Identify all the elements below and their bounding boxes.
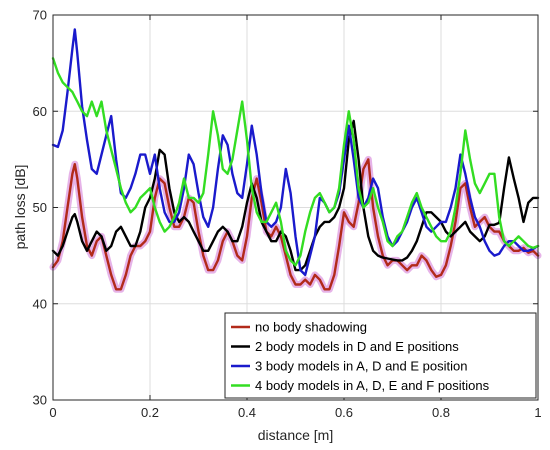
legend: no body shadowing 2 body models in D and … [224,312,537,399]
series-line-4 [51,57,540,267]
x-tick-label: 0.2 [141,405,159,420]
y-tick-label: 50 [33,200,47,215]
x-tick-label: 0.4 [238,405,256,420]
y-axis-label: path loss [dB] [12,165,28,250]
series-line-1 [51,158,540,291]
series-line-3 [51,28,540,277]
y-tick-label: 70 [33,8,47,23]
legend-label-1: no body shadowing [255,320,367,335]
series-line-2 [51,119,540,272]
x-axis-label: distance [m] [258,427,333,443]
y-tick-label: 40 [33,296,47,311]
legend-label-3: 3 body models in A, D and E position [255,359,467,374]
x-tick-label: 1 [534,405,541,420]
legend-label-2: 2 body models in D and E positions [255,339,459,354]
series-lines [51,28,540,291]
x-tick-label: 0.8 [432,405,450,420]
legend-box [224,312,537,399]
x-tick-label: 0.6 [335,405,353,420]
y-tick-label: 60 [33,104,47,119]
x-tick-label: 0 [49,405,56,420]
legend-label-4: 4 body models in A, D, E and F positions [255,378,490,393]
y-tick-label: 30 [33,393,47,408]
